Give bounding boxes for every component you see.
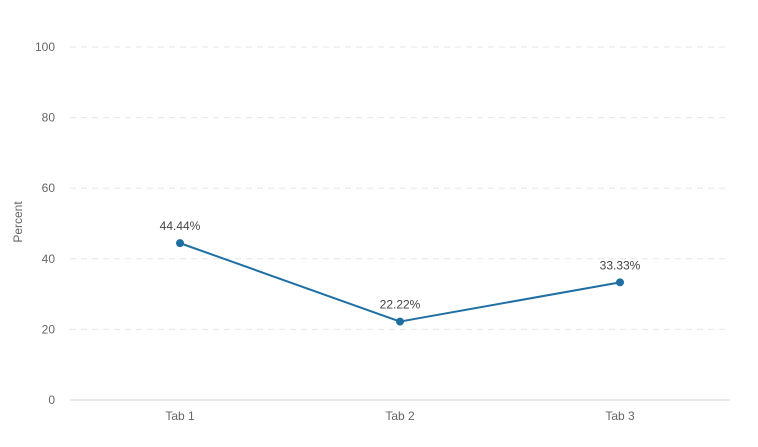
data-label: 44.44% — [160, 219, 201, 233]
data-labels: 44.44% 22.22% 33.33% — [160, 219, 641, 311]
gridlines — [70, 46, 730, 330]
y-tick-label: 20 — [42, 322, 56, 336]
y-axis-title: Percent — [11, 201, 25, 243]
x-tick-label: Tab 1 — [165, 409, 195, 423]
y-tick-label: 0 — [48, 393, 55, 407]
series — [176, 239, 624, 326]
x-tick-label: Tab 2 — [385, 409, 415, 423]
data-point[interactable] — [396, 317, 404, 326]
y-tick-label: 80 — [42, 111, 56, 125]
y-tick-label: 100 — [35, 40, 55, 54]
data-point[interactable] — [176, 239, 184, 248]
data-label: 22.22% — [380, 298, 421, 312]
y-tick-label: 40 — [42, 252, 56, 266]
data-label: 33.33% — [600, 258, 641, 272]
y-tick-label: 60 — [42, 181, 56, 195]
data-point[interactable] — [616, 278, 624, 287]
axes: 0 20 40 60 80 100 Tab 1 Tab 2 Tab 3 — [35, 40, 730, 423]
x-tick-label: Tab 3 — [605, 409, 635, 423]
